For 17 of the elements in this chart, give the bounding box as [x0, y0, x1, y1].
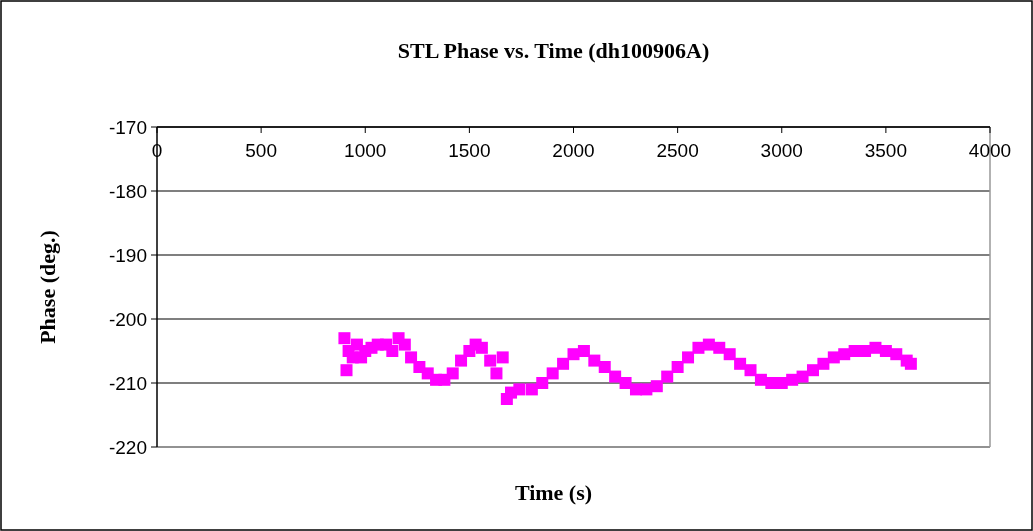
x-tick-label: 2500 — [656, 140, 699, 161]
y-tick-label: -190 — [108, 244, 147, 266]
y-tick-label: -180 — [108, 180, 147, 202]
y-axis-title: Phase (deg.) — [35, 230, 60, 344]
x-tick-label: 4000 — [968, 140, 1012, 161]
x-tick-label: 500 — [245, 140, 277, 161]
y-tick-label: -200 — [108, 308, 147, 330]
x-axis-title: Time (s) — [514, 480, 593, 505]
x-tick-label: 3000 — [760, 140, 803, 161]
y-tick-label: -170 — [108, 116, 147, 138]
y-tick-label: -220 — [108, 436, 147, 458]
x-tick-label: 1500 — [448, 140, 491, 161]
x-tick-label: 2000 — [552, 140, 595, 161]
chart-title: STL Phase vs. Time (dh100906A) — [397, 38, 710, 63]
y-tick-label: -210 — [108, 372, 147, 394]
x-tick-label: 1000 — [344, 140, 387, 161]
x-tick-label: 3500 — [864, 140, 908, 161]
